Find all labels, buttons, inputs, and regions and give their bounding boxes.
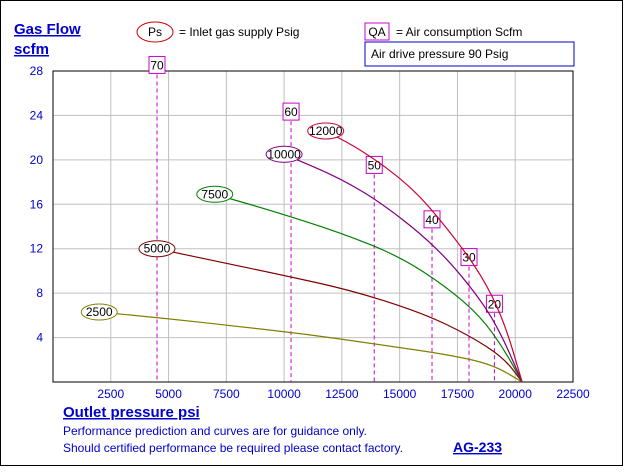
ps-symbol: Ps <box>148 25 162 39</box>
x-tick-label: 2500 <box>97 387 124 401</box>
series-line <box>214 193 523 383</box>
y-tick-label: 16 <box>30 197 44 211</box>
x-tick-label: 10000 <box>267 387 301 401</box>
y-tick-label: 24 <box>30 108 44 122</box>
series-label-ellipse <box>265 145 303 163</box>
chart-code: AG-233 <box>453 439 502 455</box>
series-label: 7500 <box>201 187 228 201</box>
qa-symbol: QA <box>368 25 385 39</box>
air-drive-box <box>364 41 575 67</box>
series-line <box>156 248 523 383</box>
y-tick-label: 4 <box>36 331 43 345</box>
series-line <box>99 311 523 383</box>
series-line <box>325 130 523 383</box>
series-label: 10000 <box>267 147 301 161</box>
air-consumption-label: 20 <box>488 297 502 311</box>
series-line <box>283 153 523 383</box>
series-label: 12000 <box>309 124 343 138</box>
ps-legend-text: = Inlet gas supply Psig <box>179 25 299 39</box>
series-label-ellipse <box>138 240 176 258</box>
y-axis-label-line2: scfm <box>14 41 49 58</box>
air-consumption-label: 60 <box>284 105 298 119</box>
y-axis-label-line1: Gas Flow <box>14 21 81 38</box>
series-label-ellipse <box>196 185 234 203</box>
y-tick-label: 8 <box>36 286 43 300</box>
y-tick-label: 20 <box>30 153 44 167</box>
series-label: 5000 <box>144 242 171 256</box>
air-consumption-label: 50 <box>368 158 382 172</box>
series-label: 2500 <box>86 305 113 319</box>
air-consumption-box <box>485 294 503 313</box>
air-consumption-box <box>148 55 166 74</box>
air-consumption-label: 40 <box>425 213 439 227</box>
x-tick-label: 15000 <box>383 387 417 401</box>
air-consumption-label: 70 <box>150 58 164 72</box>
series-label-ellipse <box>307 122 345 140</box>
plot-border <box>52 70 574 383</box>
y-tick-label: 28 <box>30 64 44 78</box>
note-line2: Should certified performance be required… <box>63 441 403 455</box>
ps-symbol-ellipse <box>136 21 174 43</box>
plot-area: 2500 5000 7500 10000 12500 15000 17500 20000 225… <box>30 55 590 401</box>
x-tick-label: 12500 <box>325 387 359 401</box>
x-tick-label: 17500 <box>441 387 475 401</box>
qa-symbol-box <box>364 22 390 41</box>
x-tick-label: 20000 <box>499 387 533 401</box>
x-tick-label: 7500 <box>213 387 240 401</box>
air-consumption-box <box>282 102 300 121</box>
series-label-ellipse <box>80 303 118 321</box>
x-axis-label: Outlet pressure psi <box>63 404 200 421</box>
y-tick-label: 12 <box>30 242 44 256</box>
legend: Ps = Inlet gas supply Psig QA = Air cons… <box>136 21 575 67</box>
x-tick-label: 22500 <box>556 387 590 401</box>
air-drive-text: Air drive pressure 90 Psig <box>371 47 508 61</box>
qa-legend-text: = Air consumption Scfm <box>396 25 522 39</box>
x-tick-label: 5000 <box>155 387 182 401</box>
note-line1: Performance prediction and curves are fo… <box>63 424 367 438</box>
